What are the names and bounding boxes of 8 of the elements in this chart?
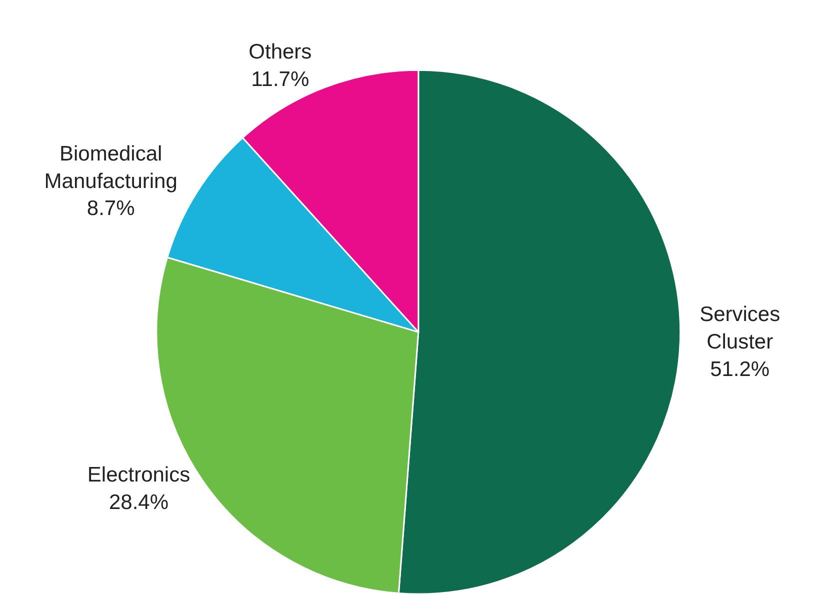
slice-label: Services Cluster — [700, 303, 780, 354]
slice-label: Electronics — [87, 464, 190, 487]
data-label: 8.7% — [86, 197, 135, 220]
slice-label: Biomedical Manufacturing — [44, 142, 178, 193]
data-label: 51.2% — [710, 358, 770, 381]
slice-label: Others — [248, 40, 312, 64]
data-label: 11.7% — [251, 68, 310, 91]
data-label: 28.4% — [108, 490, 169, 514]
